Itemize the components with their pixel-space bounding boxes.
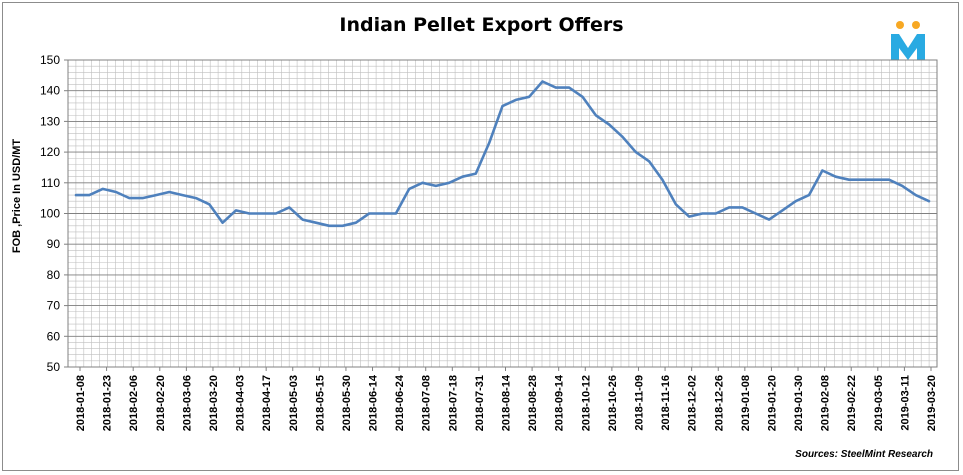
x-tick-label: 2018-07-08 bbox=[421, 375, 433, 431]
x-tick-label: 2018-12-02 bbox=[687, 375, 699, 431]
y-tick-label: 70 bbox=[47, 299, 61, 313]
x-tick-label: 2018-09-14 bbox=[554, 374, 566, 431]
y-tick-label: 80 bbox=[47, 268, 61, 282]
x-tick-label: 2019-03-11 bbox=[899, 375, 911, 431]
logo-dot-right bbox=[912, 21, 920, 29]
x-tick-label: 2018-08-14 bbox=[501, 374, 513, 431]
x-tick-label: 2018-07-31 bbox=[474, 375, 486, 431]
source-note: Sources: SteelMint Research bbox=[795, 449, 933, 460]
logo-letter-m bbox=[891, 34, 925, 66]
x-tick-label: 2018-11-16 bbox=[660, 375, 672, 431]
y-tick-label: 130 bbox=[40, 114, 60, 128]
y-tick-label: 90 bbox=[47, 237, 61, 251]
x-tick-label: 2018-12-26 bbox=[713, 375, 725, 431]
y-tick-label: 120 bbox=[40, 145, 60, 159]
x-tick-label: 2018-10-12 bbox=[580, 375, 592, 431]
x-tick-label: 2018-04-17 bbox=[261, 375, 273, 431]
x-tick-label: 2018-08-28 bbox=[527, 375, 539, 431]
y-tick-label: 100 bbox=[40, 207, 60, 221]
x-tick-label: 2018-03-06 bbox=[181, 375, 193, 431]
y-tick-label: 150 bbox=[40, 53, 60, 67]
x-tick-label: 2019-03-05 bbox=[873, 375, 885, 431]
x-tick-label: 2018-02-06 bbox=[128, 375, 140, 431]
x-tick-label: 2018-03-20 bbox=[208, 375, 220, 431]
series-line bbox=[74, 80, 931, 228]
x-tick-label: 2018-05-03 bbox=[288, 375, 300, 431]
x-tick-label: 2019-01-08 bbox=[740, 375, 752, 431]
x-tick-label: 2019-02-08 bbox=[820, 375, 832, 431]
y-tick-label: 110 bbox=[41, 176, 60, 190]
chart-title: Indian Pellet Export Offers bbox=[339, 14, 624, 36]
x-tick-label: 2019-03-20 bbox=[926, 375, 938, 431]
logo-dot-left bbox=[896, 21, 904, 29]
x-tick-label: 2018-01-23 bbox=[102, 375, 114, 431]
x-tick-label: 2019-02-22 bbox=[846, 375, 858, 431]
y-tick-label: 60 bbox=[47, 329, 61, 343]
y-tick-label: 140 bbox=[40, 84, 60, 98]
x-tick-label: 2018-06-14 bbox=[368, 374, 380, 431]
steelmint-logo bbox=[891, 21, 925, 66]
plot-border bbox=[67, 59, 938, 368]
x-tick-label: 2018-06-24 bbox=[394, 374, 406, 431]
x-tick-label: 2018-11-09 bbox=[633, 375, 645, 431]
x-tick-label: 2019-01-30 bbox=[793, 375, 805, 431]
x-tick-label: 2018-05-15 bbox=[314, 375, 326, 431]
x-tick-label: 2018-10-26 bbox=[607, 375, 619, 431]
x-tick-label: 2018-02-20 bbox=[155, 375, 167, 431]
y-tick-label: 50 bbox=[47, 360, 61, 374]
x-tick-label: 2018-01-08 bbox=[75, 375, 87, 431]
x-tick-label: 2018-04-03 bbox=[235, 375, 247, 431]
x-tick-label: 2018-07-18 bbox=[447, 375, 459, 431]
x-tick-label: 2019-01-20 bbox=[766, 375, 778, 431]
x-tick-label: 2018-05-30 bbox=[341, 375, 353, 431]
